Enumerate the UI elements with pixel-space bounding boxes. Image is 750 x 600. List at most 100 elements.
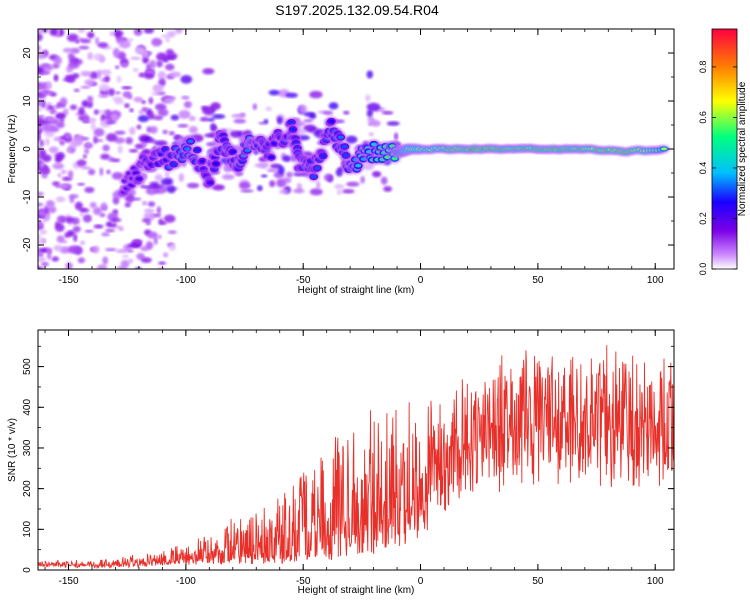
x-tick-label: -100 <box>176 576 196 587</box>
heatmap-noise-blob <box>157 70 166 80</box>
heatmap-noise-blob <box>142 50 150 58</box>
snr-panel: -150 -100 -50 0 50 100 0 100 200 300 400 500 Heigh… <box>7 329 675 596</box>
heatmap-noise-blob <box>64 217 75 223</box>
ridge-core <box>194 148 201 152</box>
heatmap-noise-blob <box>99 212 106 218</box>
heatmap-noise-blob <box>73 233 78 243</box>
heatmap-noise-blob <box>38 256 47 263</box>
heatmap-noise-blob <box>53 74 59 82</box>
heatmap-noise-blob <box>72 73 80 79</box>
heatmap-patch <box>154 173 163 182</box>
heatmap-noise-blob <box>38 237 46 245</box>
heatmap-patch <box>285 92 298 98</box>
heatmap-patch <box>254 163 263 168</box>
heatmap-patch <box>211 184 225 191</box>
heatmap-noise-blob <box>112 158 121 163</box>
colorbar-tick-label: 0.2 <box>698 212 708 225</box>
heatmap-patch <box>394 132 399 141</box>
heatmap-noise-blob <box>86 31 95 39</box>
heatmap-noise-blob <box>100 202 107 210</box>
ridge-core <box>170 162 177 166</box>
heatmap-noise-blob <box>48 146 59 154</box>
heatmap-noise-blob <box>41 261 49 267</box>
heatmap-patch <box>207 118 215 122</box>
heatmap-noise-blob <box>127 249 134 253</box>
heatmap-noise-blob <box>79 212 84 217</box>
heatmap-noise-blob <box>38 234 42 239</box>
heatmap-patch <box>183 101 192 109</box>
heatmap-patch <box>328 102 339 110</box>
heatmap-noise-blob <box>163 214 176 223</box>
heatmap-noise-blob <box>67 62 80 69</box>
heatmap-patch <box>309 188 323 196</box>
heatmap-noise-blob <box>62 47 73 53</box>
heatmap-noise-blob <box>77 182 86 186</box>
heatmap-noise-blob <box>55 121 65 129</box>
heatmap-noise-blob <box>56 101 62 109</box>
ridge-core <box>187 139 194 144</box>
heatmap-noise-blob <box>66 148 72 153</box>
colorbar-tick-label: 0.8 <box>698 61 708 74</box>
heatmap-noise-blob <box>41 64 54 72</box>
heatmap-noise-blob <box>153 236 158 245</box>
y-tick-label: 300 <box>22 439 33 456</box>
heatmap-noise-blob <box>69 141 78 149</box>
heatmap-patch <box>366 109 374 118</box>
heatmap-patch <box>277 165 285 175</box>
heatmap-noise-blob <box>53 244 63 252</box>
heatmap-noise-blob <box>48 105 54 110</box>
heatmap-noise-blob <box>100 153 111 160</box>
heatmap-noise-blob <box>89 117 97 124</box>
heatmap-noise-blob <box>168 243 176 252</box>
heatmap-noise-blob <box>127 38 134 42</box>
heatmap-noise-blob <box>38 107 43 112</box>
heatmap-patch <box>164 172 170 178</box>
heatmap-noise-blob <box>86 95 94 103</box>
figure-title: S197.2025.132.09.54.R04 <box>275 2 439 18</box>
y-tick-label: 20 <box>22 47 33 59</box>
y-tick-label: 500 <box>22 358 33 375</box>
ridge-core <box>341 144 348 149</box>
heatmap-patch <box>383 186 393 192</box>
heatmap-noise-blob <box>44 129 55 138</box>
heatmap-patch <box>240 189 254 193</box>
heatmap-noise-blob <box>59 117 65 123</box>
heatmap-noise-blob <box>158 261 167 265</box>
heatmap-noise-blob <box>120 259 130 269</box>
heatmap-cells <box>38 29 670 269</box>
ridge-core <box>337 135 344 140</box>
heatmap-noise-blob <box>74 201 83 211</box>
heatmap-patch <box>181 95 190 100</box>
heatmap-noise-blob <box>39 210 46 217</box>
ridge-core <box>268 155 275 160</box>
heatmap-noise-blob <box>38 119 51 126</box>
heatmap-noise-blob <box>68 245 80 254</box>
colorbar-tick-label: 0.0 <box>698 263 708 276</box>
x-tick-label: 0 <box>418 576 424 587</box>
heatmap-patch <box>282 155 292 162</box>
heatmap-patch <box>386 121 400 126</box>
heatmap-noise-blob <box>129 108 134 113</box>
heatmap-patch <box>303 118 314 123</box>
heatmap-noise-blob <box>144 208 155 214</box>
heatmap-noise-blob <box>38 29 43 34</box>
heatmap-noise-blob <box>115 91 121 95</box>
ridge-core <box>212 155 219 160</box>
heatmap-noise-blob <box>104 228 116 233</box>
heatmap-noise-blob <box>156 206 161 215</box>
heatmap-patch <box>367 121 373 126</box>
heatmap-noise-blob <box>38 248 49 253</box>
ridge-core <box>213 161 220 166</box>
heatmap-patch <box>238 181 251 190</box>
heatmap-noise-blob <box>132 67 139 73</box>
heatmap-patch <box>148 139 157 144</box>
heatmap-patch <box>276 116 283 125</box>
heatmap-patch <box>268 89 280 96</box>
heatmap-noise-blob <box>106 133 118 142</box>
heatmap-patch <box>147 114 156 120</box>
ridge-core <box>207 180 214 185</box>
heatmap-patch <box>362 163 375 170</box>
heatmap-noise-blob <box>47 248 53 254</box>
heatmap-noise-blob <box>104 75 111 82</box>
heatmap-patch <box>323 110 334 115</box>
